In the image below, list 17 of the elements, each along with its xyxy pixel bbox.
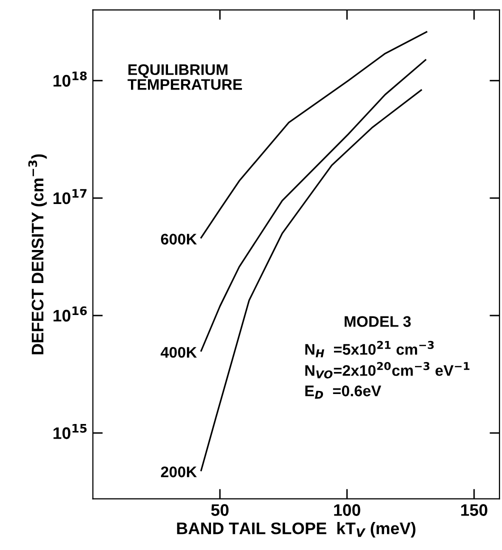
series-label: 600K [161,234,197,245]
x-axis-title: BAND TAIL SLOPE kT$_{V}$ (meV) [177,522,416,538]
annotation: N$_{VO}$=2x10$^{20}$cm$^{−3}$ eV$^{−1}$ [305,362,470,378]
y-tick-label: 10$^{15}$ [54,424,87,440]
y-tick-label: 10$^{18}$ [54,71,87,87]
y-tick-label: 10$^{16}$ [54,306,87,322]
annotation: E$_{D}$ =0.6eV [305,386,382,399]
y-axis-title: DEFECT DENSITY (cm$^{−3}$) [28,154,47,354]
annotation: EQUILIBRIUM TEMPERATURE [128,64,242,90]
annotation: N$_{H}$ =5x10$^{21}$ cm$^{−3}$ [305,340,434,358]
series-label: 200K [160,466,197,478]
x-tick-label: 100 [334,504,360,516]
x-tick-label: 150 [461,504,488,516]
y-tick-label: 10$^{17}$ [54,189,87,204]
annotation: MODEL 3 [344,316,411,327]
series-label: 400K [160,346,197,358]
x-tick-label: 50 [211,504,229,516]
